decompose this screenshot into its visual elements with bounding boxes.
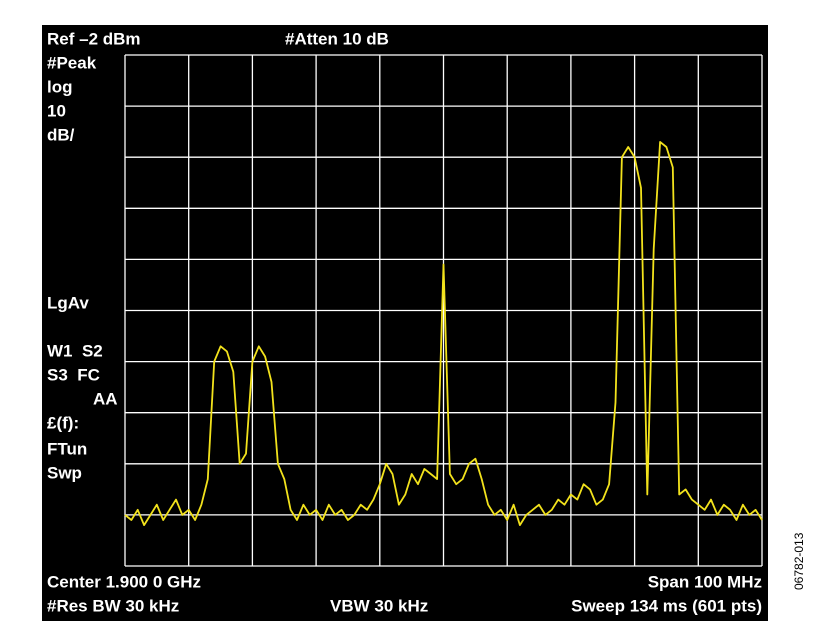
video-bandwidth: VBW 30 kHz bbox=[330, 596, 428, 615]
average: LgAv bbox=[47, 293, 89, 312]
detector: #Peak bbox=[47, 53, 97, 72]
trace-info: S3 FC bbox=[47, 365, 100, 384]
ref-level: Ref –2 dBm bbox=[47, 29, 141, 48]
scale-unit: dB/ bbox=[47, 125, 75, 144]
screen bbox=[42, 25, 768, 621]
function: FTun bbox=[47, 439, 87, 458]
trace-info: W1 S2 bbox=[47, 341, 103, 360]
scale-value: 10 bbox=[47, 101, 66, 120]
trace bbox=[124, 141, 763, 526]
resolution-bandwidth: #Res BW 30 kHz bbox=[47, 596, 179, 615]
sweep: Sweep 134 ms (601 pts) bbox=[571, 596, 762, 615]
function: Swp bbox=[47, 463, 82, 482]
span: Span 100 MHz bbox=[648, 572, 762, 591]
attenuation: #Atten 10 dB bbox=[285, 29, 389, 48]
function: £(f): bbox=[47, 413, 79, 432]
center-frequency: Center 1.900 0 GHz bbox=[47, 572, 201, 591]
trace-info: AA bbox=[93, 389, 118, 408]
figure-id: 06782-013 bbox=[792, 532, 806, 590]
scale: log bbox=[47, 77, 73, 96]
